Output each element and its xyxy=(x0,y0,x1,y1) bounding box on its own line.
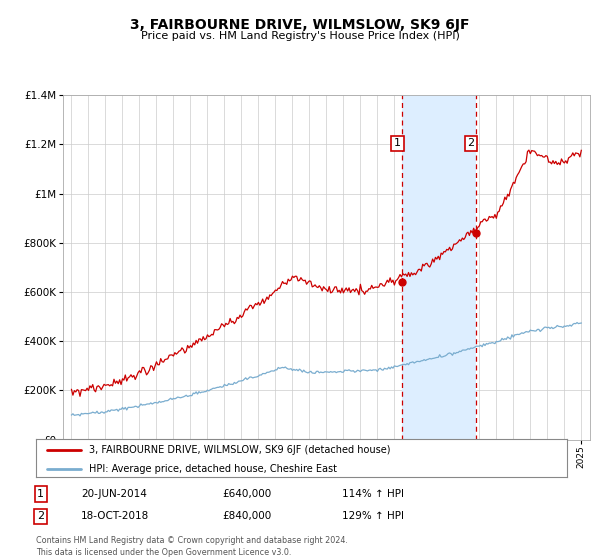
Text: 114% ↑ HPI: 114% ↑ HPI xyxy=(342,489,404,499)
Text: 3, FAIRBOURNE DRIVE, WILMSLOW, SK9 6JF (detached house): 3, FAIRBOURNE DRIVE, WILMSLOW, SK9 6JF (… xyxy=(89,445,391,455)
Text: Price paid vs. HM Land Registry's House Price Index (HPI): Price paid vs. HM Land Registry's House … xyxy=(140,31,460,41)
Text: 129% ↑ HPI: 129% ↑ HPI xyxy=(342,511,404,521)
Text: 18-OCT-2018: 18-OCT-2018 xyxy=(81,511,149,521)
Text: £840,000: £840,000 xyxy=(222,511,271,521)
Text: Contains HM Land Registry data © Crown copyright and database right 2024.
This d: Contains HM Land Registry data © Crown c… xyxy=(36,536,348,557)
Text: 1: 1 xyxy=(37,489,44,499)
Text: 2: 2 xyxy=(467,138,475,148)
Text: 1: 1 xyxy=(394,138,401,148)
Text: 2: 2 xyxy=(37,511,44,521)
Text: 3, FAIRBOURNE DRIVE, WILMSLOW, SK9 6JF: 3, FAIRBOURNE DRIVE, WILMSLOW, SK9 6JF xyxy=(130,18,470,32)
Text: HPI: Average price, detached house, Cheshire East: HPI: Average price, detached house, Ches… xyxy=(89,464,337,474)
Bar xyxy=(403,95,476,440)
Text: £640,000: £640,000 xyxy=(222,489,271,499)
Text: 20-JUN-2014: 20-JUN-2014 xyxy=(81,489,147,499)
